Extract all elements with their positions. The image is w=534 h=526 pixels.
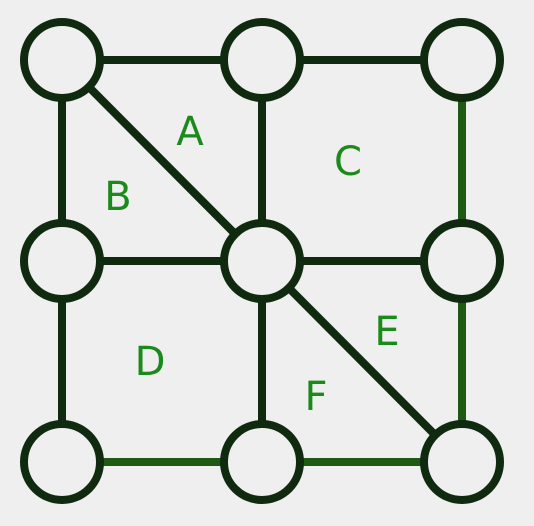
region-labels: A B C D E F <box>104 109 399 420</box>
region-label-b: B <box>104 174 131 220</box>
edge-n1-n5 <box>58 56 266 265</box>
region-label-f: F <box>304 374 327 420</box>
node-n3 <box>420 18 504 102</box>
edge-n5-n9 <box>258 257 466 466</box>
region-label-c: C <box>334 139 362 185</box>
node-n6 <box>420 219 504 303</box>
region-label-a: A <box>176 109 204 155</box>
node-n9 <box>420 420 504 504</box>
node-n5 <box>220 219 304 303</box>
node-n8 <box>220 420 304 504</box>
node-n7 <box>20 420 104 504</box>
node-n1 <box>20 18 104 102</box>
node-n4 <box>20 219 104 303</box>
region-label-d: D <box>135 339 166 385</box>
nodes-layer <box>20 18 504 504</box>
node-n2 <box>220 18 304 102</box>
region-label-e: E <box>374 309 399 355</box>
